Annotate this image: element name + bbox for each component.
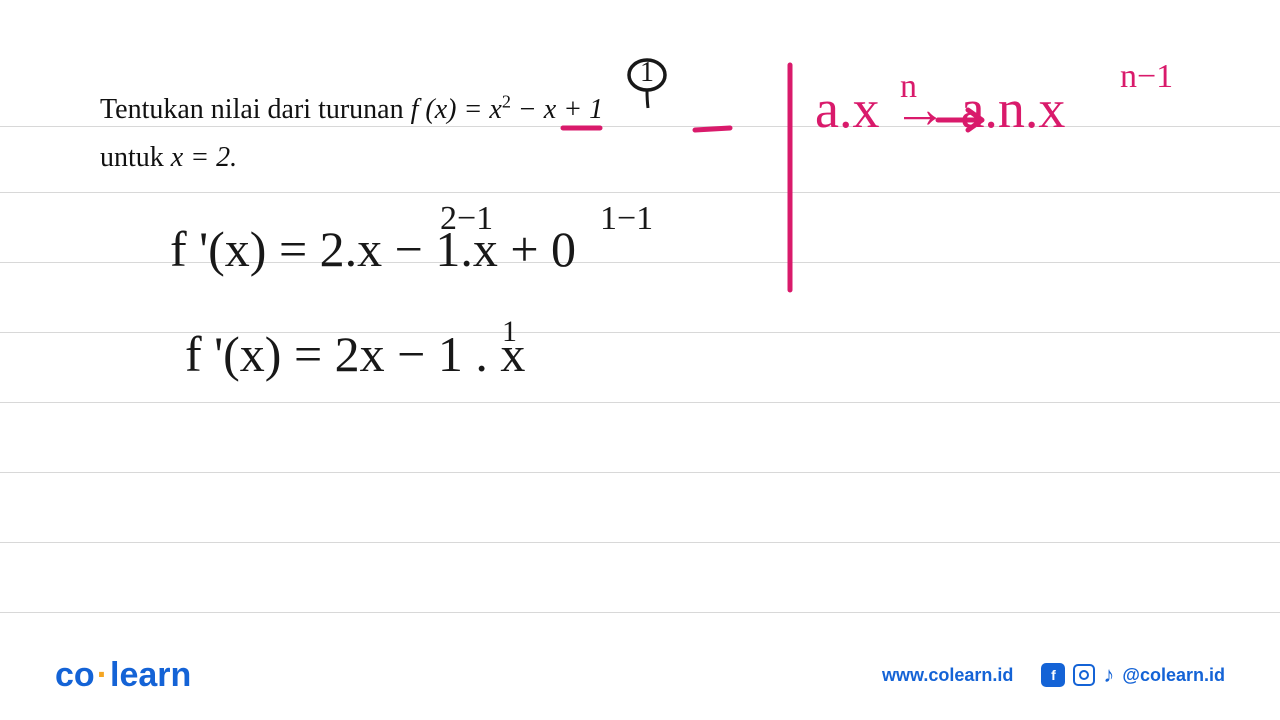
social-icons: f ♪ @colearn.id	[1041, 662, 1225, 688]
footer: co·learn www.colearn.id f ♪ @colearn.id	[0, 640, 1280, 720]
ruled-line	[0, 192, 1280, 193]
annotation-exponent-one: 1	[640, 57, 654, 89]
derivative-step-2-exp: 1	[502, 315, 517, 349]
logo-part-a: co	[55, 656, 95, 694]
derivative-step-1: f '(x) = 2.x − 1.x + 0	[170, 220, 576, 278]
power-rule-exp-n: n	[900, 68, 917, 106]
ruled-line	[0, 612, 1280, 613]
footer-handle: @colearn.id	[1122, 665, 1225, 686]
problem-line2-prefix: untuk	[100, 142, 171, 173]
facebook-icon: f	[1041, 663, 1065, 687]
problem-xeq: x = 2.	[171, 142, 237, 173]
power-rule-exp-n-1: n−1	[1120, 58, 1173, 96]
logo-dot: ·	[95, 656, 110, 694]
problem-fx: f (x) = x	[411, 94, 502, 125]
problem-line1-prefix: Tentukan nilai dari turunan	[100, 94, 411, 125]
ruled-line	[0, 542, 1280, 543]
logo-part-b: learn	[110, 656, 191, 694]
page: Tentukan nilai dari turunan f (x) = x2 −…	[0, 0, 1280, 720]
derivative-step-2: f '(x) = 2x − 1 . x	[185, 325, 525, 383]
footer-right: www.colearn.id f ♪ @colearn.id	[882, 662, 1225, 688]
problem-rest: − x + 1	[511, 94, 603, 125]
footer-url: www.colearn.id	[882, 665, 1013, 686]
tiktok-icon: ♪	[1103, 662, 1114, 688]
instagram-icon	[1073, 664, 1095, 686]
problem-text: Tentukan nilai dari turunan f (x) = x2 −…	[100, 86, 603, 181]
power-rule: a.x → a.n.x	[815, 78, 1065, 140]
logo: co·learn	[55, 656, 191, 695]
problem-squared: 2	[502, 92, 511, 112]
derivative-step-1-exp2: 1−1	[600, 200, 653, 238]
ruled-line	[0, 402, 1280, 403]
derivative-step-1-exp1: 2−1	[440, 200, 493, 238]
ruled-line	[0, 472, 1280, 473]
